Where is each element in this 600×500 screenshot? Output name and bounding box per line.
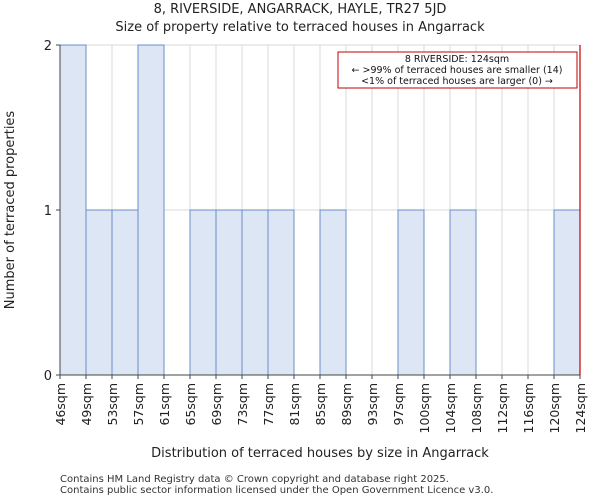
x-tick-label: 49sqm (79, 383, 94, 426)
chart-subtitle: Size of property relative to terraced ho… (115, 20, 485, 35)
x-tick-label: 69sqm (209, 383, 224, 426)
x-tick-label: 65sqm (183, 383, 198, 426)
y-tick-label: 2 (44, 39, 52, 54)
annotation-line-3: <1% of terraced houses are larger (0) → (361, 76, 553, 87)
bar (85, 209, 113, 376)
bar (319, 209, 347, 376)
y-tick-label: 0 (44, 369, 52, 384)
x-tick-label: 77sqm (261, 383, 276, 426)
x-tick-label: 85sqm (313, 383, 328, 426)
bar (267, 209, 295, 376)
footer-line-2: Contains public sector information licen… (60, 485, 494, 496)
y-tick-label: 1 (44, 204, 52, 219)
bar (553, 209, 581, 376)
x-tick-label: 89sqm (339, 383, 354, 426)
x-axis-label: Distribution of terraced houses by size … (151, 446, 489, 461)
bar (215, 209, 243, 376)
x-tick-label: 57sqm (131, 383, 146, 426)
x-tick-label: 73sqm (235, 383, 250, 426)
annotation-box (337, 51, 578, 89)
x-tick-label: 116sqm (521, 383, 536, 433)
bar (397, 209, 425, 376)
x-tick-label: 108sqm (469, 383, 484, 433)
x-tick-label: 97sqm (391, 383, 406, 426)
x-tick-label: 46sqm (53, 383, 68, 426)
x-tick-label: 124sqm (573, 383, 588, 433)
footer-line-1: Contains HM Land Registry data © Crown c… (60, 474, 449, 485)
bar (137, 44, 165, 376)
x-tick-label: 81sqm (287, 383, 302, 426)
bar (241, 209, 269, 376)
chart-title: 8, RIVERSIDE, ANGARRACK, HAYLE, TR27 5JD (153, 2, 447, 17)
x-tick-label: 93sqm (365, 383, 380, 426)
x-tick-label: 61sqm (157, 383, 172, 426)
x-tick-label: 112sqm (495, 383, 510, 433)
bar (189, 209, 217, 376)
x-tick-label: 53sqm (105, 383, 120, 426)
bar (449, 209, 477, 376)
y-axis-label: Number of terraced properties (3, 111, 18, 310)
bar (111, 209, 139, 376)
x-tick-label: 100sqm (417, 383, 432, 433)
annotation-line-1: 8 RIVERSIDE: 124sqm (405, 54, 509, 65)
bar (59, 44, 87, 376)
x-tick-label: 120sqm (547, 383, 562, 433)
x-tick-label: 104sqm (443, 383, 458, 433)
annotation-line-2: ← >99% of terraced houses are smaller (1… (352, 65, 563, 76)
